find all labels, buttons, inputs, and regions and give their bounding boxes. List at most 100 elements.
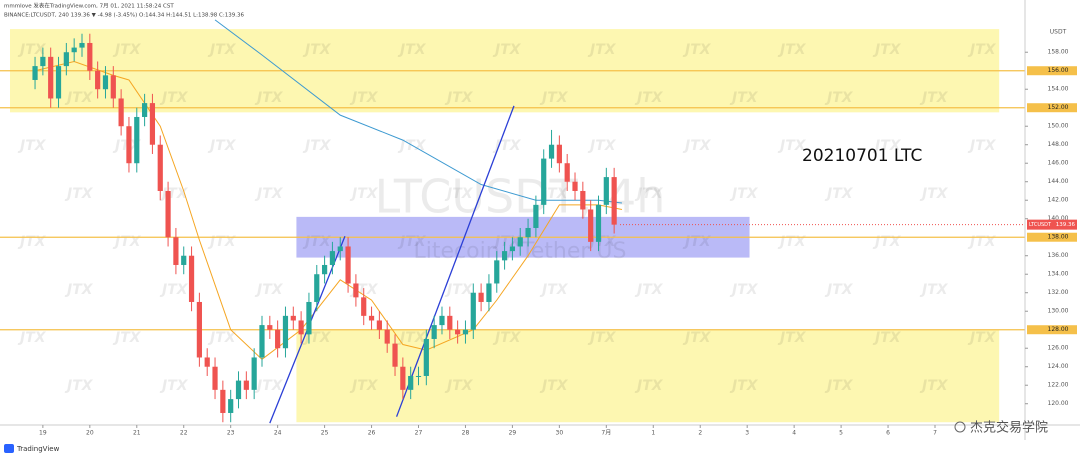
level-label: 152.00 — [1048, 104, 1069, 111]
level-tag — [1027, 66, 1077, 76]
x-tick-label: 1 — [651, 430, 655, 437]
candle-body — [173, 237, 179, 265]
watermark-tag: JTX — [824, 378, 854, 394]
candle-body — [494, 260, 500, 284]
last-price-value: 139.36 — [1056, 222, 1076, 228]
watermark-tag: JTX — [302, 234, 332, 250]
watermark-tag: JTX — [64, 378, 94, 394]
watermark-tag: JTX — [967, 330, 997, 346]
candle-body — [368, 315, 375, 321]
candle-body — [517, 237, 523, 247]
watermark-tag: JTX — [682, 138, 712, 154]
watermark-tag: JTX — [492, 42, 522, 58]
x-tick-label: 2 — [698, 430, 702, 437]
plot — [0, 19, 1025, 424]
y-tick-label: 142.00 — [1048, 197, 1069, 204]
header-line: mmmlove 发表在TradingView.com, 7月 01, 2021 … — [4, 2, 174, 10]
watermark-tag: JTX — [207, 138, 237, 154]
watermark-tag: JTX — [872, 42, 902, 58]
x-tick-label: 7 — [933, 430, 937, 437]
header-line: BINANCE:LTCUSDT, 240 139.36 ▼ -4.98 (-3.… — [4, 13, 244, 19]
watermark-tag: JTX — [492, 234, 522, 250]
candle-body — [40, 56, 46, 67]
currency: USDT — [1050, 29, 1067, 36]
watermark-tag: JTX — [967, 138, 997, 154]
watermark-tag: JTX — [872, 330, 902, 346]
level-tag — [1027, 232, 1077, 242]
y-tick-label: 130.00 — [1048, 308, 1069, 315]
watermark-tag: JTX — [444, 90, 474, 106]
y-tick-label: 146.00 — [1048, 160, 1069, 167]
watermark-tag: JTX — [919, 90, 949, 106]
watermark-tag: JTX — [492, 330, 522, 346]
candle-body — [134, 116, 140, 164]
x-tick-label: 30 — [556, 430, 564, 437]
watermark-tag: JTX — [872, 138, 902, 154]
candle-body — [282, 315, 289, 349]
watermark-tag: JTX — [634, 186, 664, 202]
trend-line — [395, 105, 515, 417]
y-tick-label: 134.00 — [1048, 271, 1069, 278]
watermark-tag: JTX — [634, 90, 664, 106]
x-tick-label: 5 — [839, 430, 843, 437]
moving-average — [214, 19, 623, 204]
candle-body — [470, 292, 476, 330]
brand-logo — [4, 444, 14, 453]
x-tick-label: 7月 — [601, 430, 611, 437]
y-tick-label: 120.00 — [1048, 400, 1069, 407]
watermark-tag: JTX — [682, 42, 712, 58]
watermark-tag: JTX — [397, 234, 427, 250]
candle-body — [275, 329, 281, 349]
watermark-tag: JTX — [112, 234, 142, 250]
candle-body — [32, 66, 38, 80]
candle-body — [400, 366, 406, 390]
candle-body — [462, 329, 469, 335]
level-label: 156.00 — [1048, 67, 1069, 74]
watermark-tag: JTX — [777, 138, 807, 154]
candle-body — [345, 246, 351, 284]
candle-body — [595, 204, 602, 242]
candle-body — [478, 292, 484, 302]
candle-body — [580, 190, 586, 210]
level-tag — [1027, 103, 1077, 113]
candle-body — [196, 301, 202, 358]
x-tick-label: 4 — [792, 430, 796, 437]
watermark-tag: JTX — [159, 90, 189, 106]
candle-body — [408, 375, 414, 390]
watermark-tag: JTX — [634, 378, 664, 394]
watermark-tag: JTX — [824, 90, 854, 106]
watermark-tag: JTX — [539, 90, 569, 106]
watermark-tag: JTX — [64, 90, 94, 106]
candle-body — [63, 52, 69, 67]
y-tick-label: 144.00 — [1048, 178, 1069, 185]
candle-body — [95, 70, 101, 90]
candle-body — [110, 75, 116, 99]
watermark-tag: JTX — [777, 42, 807, 58]
candle-body — [611, 177, 617, 225]
candle-body — [361, 297, 367, 316]
candle-body — [220, 389, 226, 413]
watermark-tag: JTX — [207, 234, 237, 250]
candle-body — [337, 246, 343, 252]
brand: TradingView — [16, 445, 60, 453]
candle-body — [564, 163, 570, 182]
watermark-tag: JTX — [254, 90, 284, 106]
candle-body — [298, 320, 304, 335]
watermark-tag: JTX — [17, 138, 47, 154]
watermark-tag: JTX — [729, 90, 759, 106]
candle-body — [181, 255, 187, 265]
watermark-tag: JTX — [254, 282, 284, 298]
y-tick-label: 126.00 — [1048, 345, 1069, 352]
y-tick-label: 154.00 — [1048, 86, 1069, 93]
candle-body — [572, 181, 578, 191]
candle-body — [548, 144, 555, 159]
watermark-tag: JTX — [539, 186, 569, 202]
candle-body — [55, 66, 62, 99]
watermark-tag: JTX — [919, 378, 949, 394]
watermark-tag: JTX — [967, 234, 997, 250]
candle-body — [267, 325, 273, 330]
x-tick-label: 25 — [321, 430, 329, 437]
watermark-tag: JTX — [397, 330, 427, 346]
watermark-tag: JTX — [682, 234, 712, 250]
